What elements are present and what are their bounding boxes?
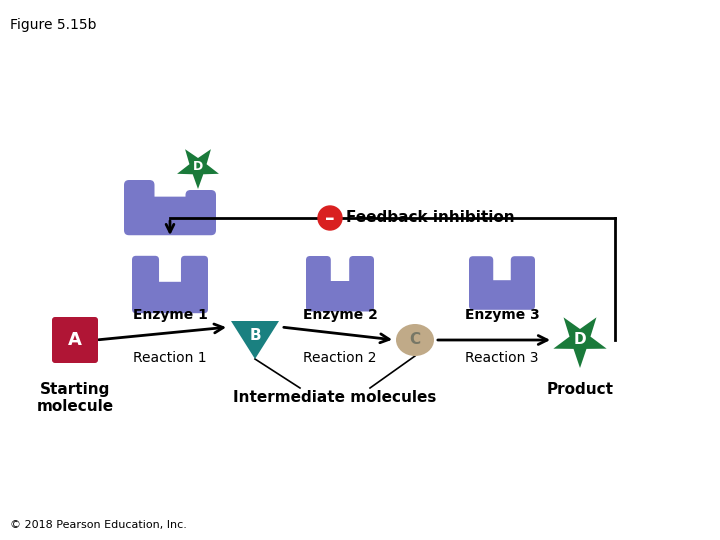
Text: Enzyme 2: Enzyme 2 [302, 308, 377, 322]
FancyBboxPatch shape [52, 317, 98, 363]
Text: Reaction 3: Reaction 3 [465, 351, 539, 365]
Text: Enzyme 3: Enzyme 3 [464, 308, 539, 322]
Text: Figure 5.15b: Figure 5.15b [10, 18, 96, 32]
FancyBboxPatch shape [124, 180, 155, 227]
Text: A: A [68, 331, 82, 349]
FancyBboxPatch shape [181, 256, 208, 303]
Text: Product: Product [546, 382, 613, 397]
Ellipse shape [396, 324, 434, 356]
Text: Intermediate molecules: Intermediate molecules [233, 390, 437, 405]
FancyBboxPatch shape [124, 197, 216, 235]
Text: D: D [574, 333, 586, 348]
FancyBboxPatch shape [306, 256, 330, 301]
Text: B: B [249, 327, 261, 342]
FancyBboxPatch shape [132, 256, 159, 303]
Text: Feedback inhibition: Feedback inhibition [346, 211, 515, 226]
Text: –: – [325, 208, 335, 227]
FancyBboxPatch shape [186, 190, 216, 227]
Text: © 2018 Pearson Education, Inc.: © 2018 Pearson Education, Inc. [10, 520, 187, 530]
Text: C: C [410, 333, 420, 348]
Polygon shape [231, 321, 279, 359]
Text: Reaction 2: Reaction 2 [303, 351, 377, 365]
FancyBboxPatch shape [469, 256, 493, 300]
FancyBboxPatch shape [306, 281, 374, 312]
Text: Reaction 1: Reaction 1 [133, 351, 207, 365]
FancyBboxPatch shape [132, 282, 208, 313]
Circle shape [318, 206, 342, 230]
Text: Enzyme 1: Enzyme 1 [132, 308, 207, 322]
Text: D: D [193, 160, 203, 173]
FancyBboxPatch shape [510, 256, 535, 300]
FancyBboxPatch shape [469, 280, 535, 310]
Polygon shape [554, 318, 607, 368]
FancyBboxPatch shape [349, 256, 374, 301]
Polygon shape [177, 149, 219, 189]
Text: Starting
molecule: Starting molecule [37, 382, 114, 414]
